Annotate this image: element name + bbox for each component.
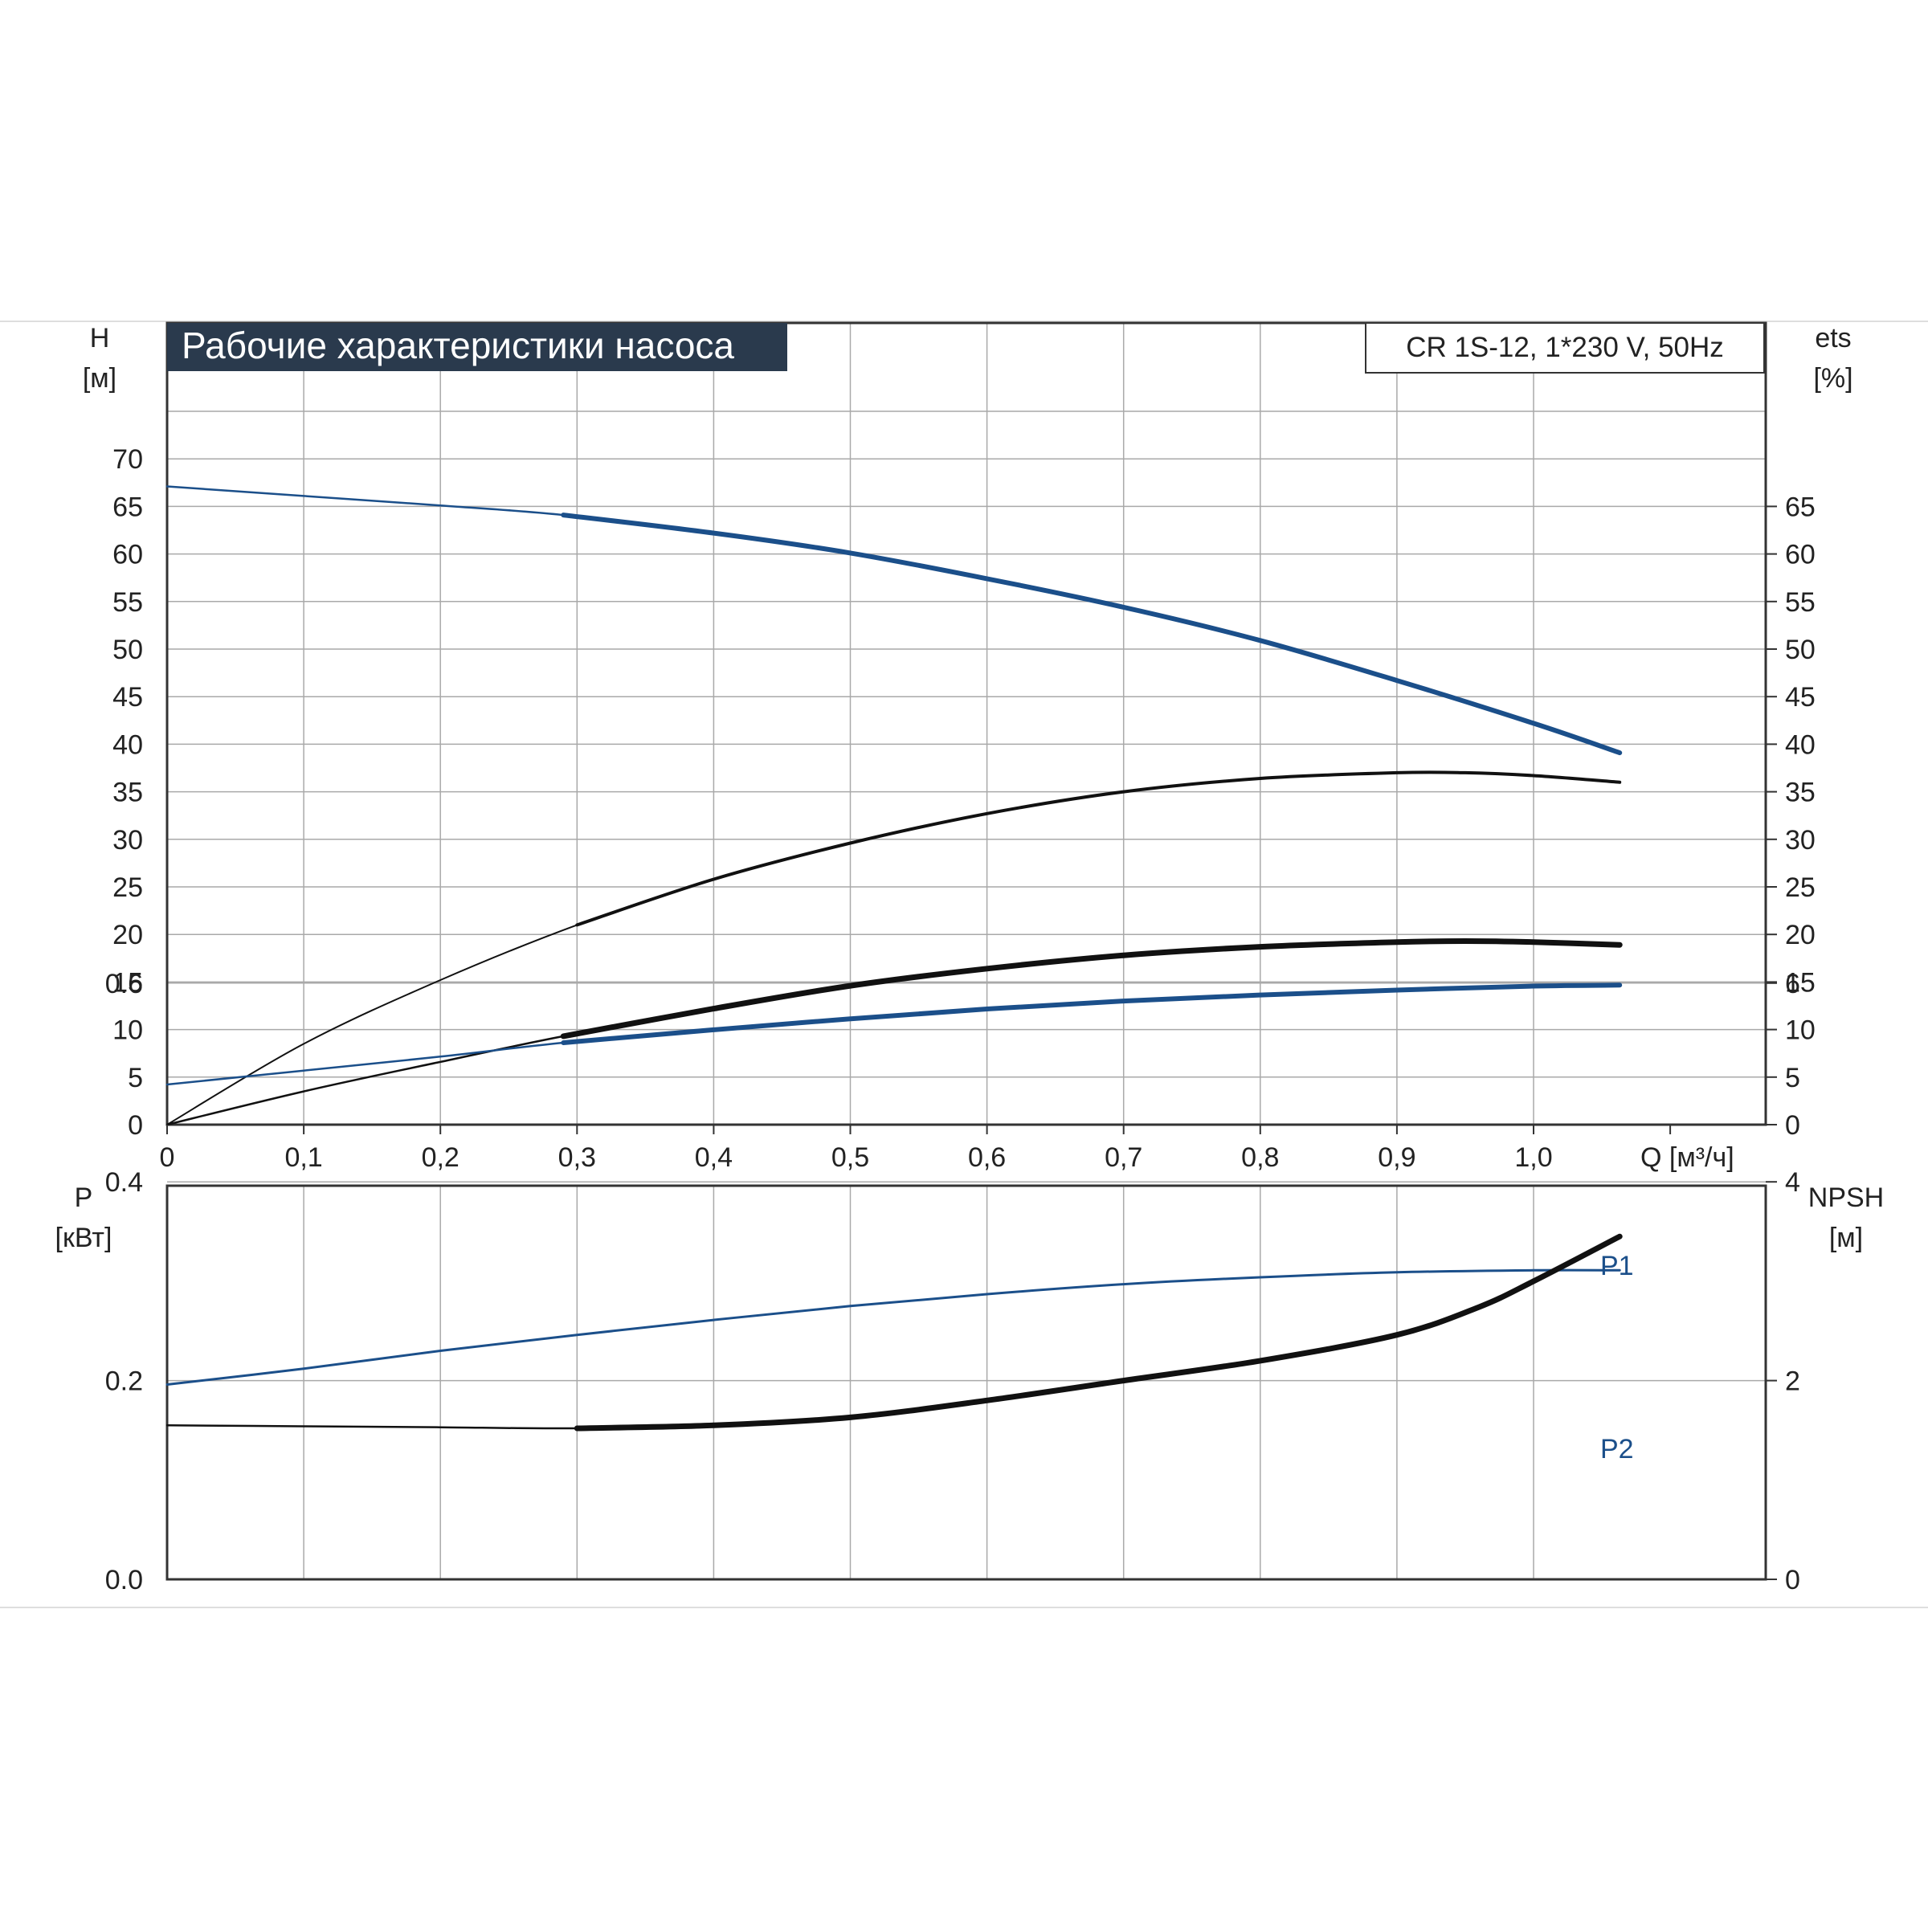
y-right-tick-label-lower: 4 xyxy=(1785,1167,1800,1198)
series-H-duty-range xyxy=(561,513,1623,756)
y-left-tick-label-upper: 30 xyxy=(112,825,143,856)
model-label: CR 1S-12, 1*230 V, 50Hz xyxy=(1406,332,1724,363)
y-left-tick-label-lower: 0.6 xyxy=(105,969,143,999)
chart-title: Рабочие характеристики насоса xyxy=(182,325,734,366)
y-left-label-upper: H xyxy=(90,323,110,353)
y-left-tick-label-upper: 55 xyxy=(112,587,143,618)
y-right-unit-upper: [%] xyxy=(1813,363,1852,394)
y-right-tick-label-upper: 50 xyxy=(1785,635,1816,665)
y-right-tick-label-upper: 55 xyxy=(1785,587,1816,618)
y-left-unit-lower: [кВт] xyxy=(55,1223,112,1253)
y-right-tick-label-upper: 40 xyxy=(1785,729,1816,760)
y-right-tick-label-upper: 30 xyxy=(1785,825,1816,856)
y-right-label-lower: NPSH xyxy=(1808,1182,1884,1213)
y-left-tick-label-upper: 60 xyxy=(112,540,143,570)
y-left-tick-label-upper: 65 xyxy=(112,492,143,522)
y-left-label-lower: P xyxy=(75,1182,93,1213)
upper-plot-frame xyxy=(165,321,1767,1126)
series-label-p2: P2 xyxy=(1600,1434,1634,1464)
y-right-unit-lower: [м] xyxy=(1829,1223,1863,1253)
x-tick-label: 0,9 xyxy=(1378,1142,1415,1173)
series-P1-line xyxy=(165,984,1621,1086)
y-right-label-upper: ets xyxy=(1815,323,1851,353)
x-tick-label: 0,1 xyxy=(284,1142,322,1173)
y-right-tick-label-upper: 35 xyxy=(1785,778,1816,808)
x-axis-label: Q [м³/ч] xyxy=(1640,1142,1734,1173)
y-right-tick-label-upper: 60 xyxy=(1785,540,1816,570)
series-P2-line xyxy=(165,1268,1621,1386)
y-right-tick-label-lower: 2 xyxy=(1785,1366,1800,1397)
x-tick-label: 0,7 xyxy=(1105,1142,1142,1173)
x-tick-label: 0,6 xyxy=(968,1142,1006,1173)
x-tick-label: 1,0 xyxy=(1514,1142,1552,1173)
y-left-tick-label-upper: 50 xyxy=(112,635,143,665)
y-right-tick-label-upper: 45 xyxy=(1785,682,1816,713)
y-left-tick-label-upper: 15 xyxy=(112,967,143,998)
y-left-tick-label-upper: 20 xyxy=(112,920,143,950)
tick-labels: 0 0,1 0,2 0,3 0,4 0,5 0,6 0,7 0,8 0,9 1,0051015202… xyxy=(105,444,1816,1595)
upper-grid xyxy=(167,323,1766,1125)
model-label-box xyxy=(1365,322,1765,374)
y-right-tick-label-upper: 10 xyxy=(1785,1015,1816,1046)
x-tick-label: 0,4 xyxy=(695,1142,733,1173)
y-right-tick-label-upper: 20 xyxy=(1785,920,1816,950)
series-NPSH-duty-range xyxy=(574,1233,1623,1432)
y-left-tick-label-upper: 0 xyxy=(128,1110,143,1141)
y-right-tick-label-upper: 65 xyxy=(1785,492,1816,522)
x-tick-label: 0,5 xyxy=(831,1142,869,1173)
series-P1-duty-range xyxy=(561,982,1623,1045)
series-eta-line xyxy=(166,771,1621,1125)
y-left-tick-label-upper: 5 xyxy=(128,1063,143,1093)
y-left-tick-label-upper: 40 xyxy=(112,729,143,760)
y-right-tick-label-upper: 15 xyxy=(1785,967,1816,998)
x-tick-label: 0,8 xyxy=(1241,1142,1279,1173)
y-left-unit-upper: [м] xyxy=(83,363,116,394)
title-box xyxy=(167,323,787,371)
series-H-line xyxy=(165,485,1621,754)
y-right-tick-label-lower: 0 xyxy=(1785,1565,1800,1595)
y-left-tick-label-lower: 0.0 xyxy=(105,1565,143,1595)
y-left-tick-label-upper: 45 xyxy=(112,682,143,713)
y-left-tick-label-upper: 25 xyxy=(112,872,143,903)
x-tick-label: 0,2 xyxy=(422,1142,460,1173)
upper-series-group xyxy=(165,485,1623,1126)
y-left-tick-label-upper: 35 xyxy=(112,778,143,808)
y-right-tick-label-lower: 6 xyxy=(1785,969,1800,999)
y-right-tick-label-upper: 5 xyxy=(1785,1063,1800,1093)
lower-series-group xyxy=(165,982,1623,1432)
y-right-tick-label-upper: 25 xyxy=(1785,872,1816,903)
y-left-tick-label-lower: 0.2 xyxy=(105,1366,143,1397)
series-eta_total-line xyxy=(165,940,1621,1126)
series-label-p1: P1 xyxy=(1600,1251,1634,1281)
x-tick-label: 0 xyxy=(160,1142,175,1173)
lower-plot-frame xyxy=(165,1184,1767,1581)
y-left-tick-label-upper: 70 xyxy=(112,444,143,475)
y-left-tick-label-lower: 0.4 xyxy=(105,1167,143,1198)
series-eta_total-duty-range xyxy=(560,937,1623,1040)
series-eta-duty-range xyxy=(575,770,1622,927)
y-left-tick-label-upper: 10 xyxy=(112,1015,143,1046)
x-tick-label: 0,3 xyxy=(558,1142,596,1173)
lower-grid xyxy=(167,982,1766,1579)
y-right-tick-label-upper: 0 xyxy=(1785,1110,1800,1141)
